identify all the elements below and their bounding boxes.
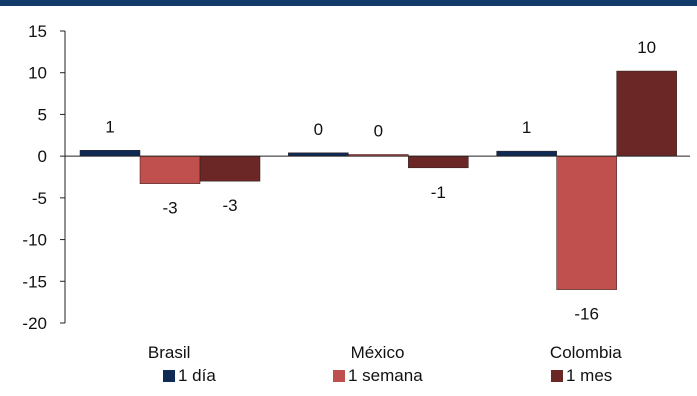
data-label: -3	[162, 199, 177, 218]
y-tick-label: 5	[38, 105, 47, 124]
x-category-label: México	[351, 343, 405, 362]
bar	[199, 155, 261, 182]
legend-item-1-dia: 1 día	[163, 366, 216, 386]
x-category-label: Brasil	[148, 343, 191, 362]
data-label: 1	[522, 118, 531, 137]
bar	[79, 150, 141, 157]
legend-swatch-1-semana	[333, 370, 345, 382]
y-tick-label: 15	[28, 22, 47, 41]
bar	[556, 155, 617, 290]
data-label: 0	[374, 121, 383, 140]
data-label: 1	[105, 117, 114, 136]
legend-label-1-dia: 1 día	[178, 366, 216, 385]
x-category-label: Colombia	[550, 343, 622, 362]
data-label: 0	[314, 120, 323, 139]
y-tick-label: -5	[32, 189, 47, 208]
legend-item-1-mes: 1 mes	[551, 366, 612, 386]
top-rule	[0, 0, 697, 6]
y-tick-label: 10	[28, 64, 47, 83]
y-tick-label: -15	[22, 272, 47, 291]
legend-label-1-semana: 1 semana	[348, 366, 423, 385]
bar	[288, 152, 349, 157]
bar	[616, 70, 677, 157]
legend-swatch-1-dia	[163, 370, 175, 382]
legend-swatch-1-mes	[551, 370, 563, 382]
y-tick-label: -20	[22, 314, 47, 333]
legend-label-1-mes: 1 mes	[566, 366, 613, 385]
data-label: -16	[574, 305, 599, 324]
y-tick-label: -10	[22, 231, 47, 250]
legend-item-1-semana: 1 semana	[333, 366, 423, 386]
data-label: -1	[431, 183, 446, 202]
bar	[408, 155, 469, 169]
legend: 1 día 1 semana 1 mes	[0, 366, 697, 386]
data-label: 10	[637, 38, 656, 57]
bar	[139, 155, 201, 184]
bar-chart: 15 10 5 0 -5 -10 -15 -20 1 -3 -3 Brasil 0 0 -1 México 1 -…	[22, 22, 690, 362]
data-label: -3	[222, 196, 237, 215]
bar	[496, 150, 557, 157]
y-tick-label: 0	[38, 147, 47, 166]
